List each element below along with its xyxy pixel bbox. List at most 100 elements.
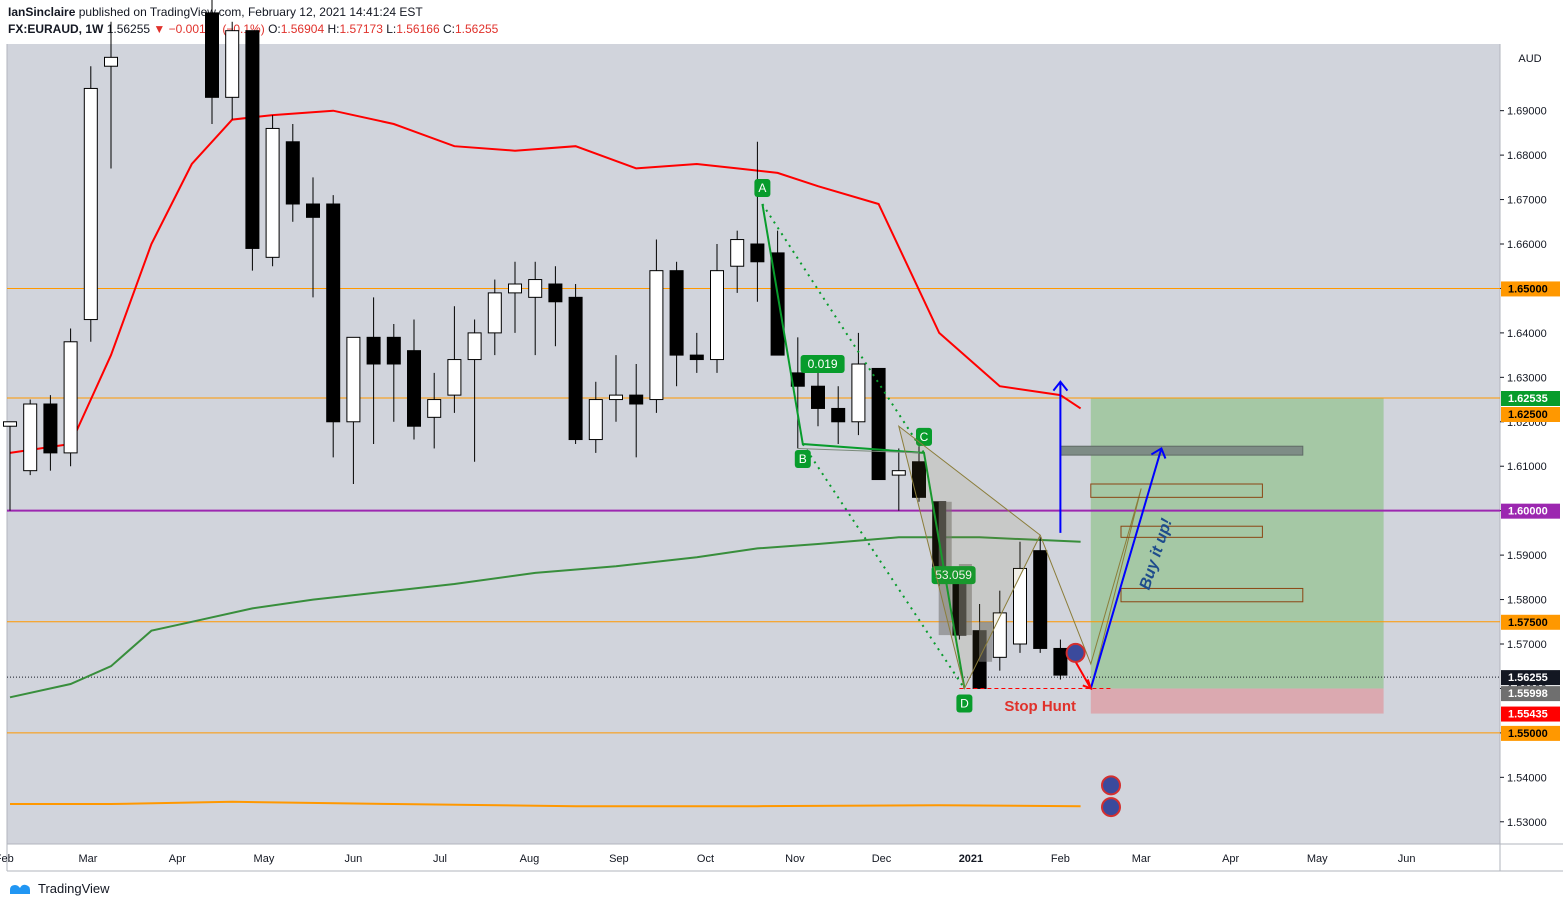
time-axis[interactable] (7, 844, 1500, 871)
publish-info: IanSinclaire published on TradingView.co… (8, 5, 423, 19)
arrow-up-icon (1052, 380, 1069, 392)
candle[interactable] (811, 385, 825, 409)
high-label: H: (327, 22, 340, 36)
red-ma-line[interactable] (9, 109, 1082, 454)
pattern-point-d[interactable] (956, 694, 973, 713)
zone-box[interactable] (1090, 483, 1263, 498)
candle[interactable] (346, 336, 361, 423)
buy-arrow[interactable] (1089, 448, 1163, 689)
stop-zone[interactable] (1090, 688, 1384, 714)
y-tick-label: 1.68000 (1507, 150, 1547, 162)
y-tick-label: 1.58000 (1507, 595, 1547, 607)
candle[interactable] (508, 283, 522, 294)
candle[interactable] (3, 421, 17, 427)
candle[interactable] (689, 354, 704, 361)
candle[interactable] (891, 470, 906, 476)
y-tick-label: 1.66000 (1507, 239, 1547, 251)
author-name[interactable]: IanSinclaire (8, 5, 76, 19)
price-tag[interactable] (1501, 686, 1560, 702)
candle[interactable] (528, 279, 543, 298)
green-ma-line[interactable] (9, 536, 1081, 699)
candle[interactable] (63, 341, 78, 454)
tradingview-logo-icon[interactable] (8, 882, 34, 896)
candle[interactable] (629, 394, 644, 405)
harmonic-triangle[interactable] (897, 424, 1041, 690)
candle[interactable] (407, 350, 421, 427)
x-tick-label: Nov (785, 853, 805, 865)
price-tag[interactable] (1501, 725, 1560, 741)
price-tag[interactable] (1501, 391, 1560, 406)
y-tick-label: 1.64000 (1507, 328, 1547, 340)
candle[interactable] (447, 359, 462, 396)
x-tick-label: Feb (0, 853, 14, 865)
price-tag[interactable] (1501, 706, 1560, 722)
price-tag[interactable] (1501, 281, 1560, 297)
candle[interactable] (1053, 647, 1068, 676)
candle[interactable] (285, 141, 300, 205)
pattern-point-a[interactable] (754, 179, 771, 197)
candle[interactable] (43, 403, 58, 454)
candle[interactable] (83, 87, 98, 321)
candle[interactable] (366, 336, 381, 365)
pattern-point-c[interactable] (916, 427, 932, 446)
candle[interactable] (205, 12, 219, 98)
candle[interactable] (669, 270, 684, 356)
x-tick-label: Aug (520, 853, 540, 865)
candle[interactable] (326, 203, 341, 423)
price-tag[interactable] (1501, 503, 1560, 519)
x-tick-label: Dec (872, 853, 892, 865)
price-axis[interactable] (1500, 44, 1563, 844)
flag-icon[interactable] (1065, 642, 1086, 663)
candle[interactable] (851, 363, 866, 423)
candle[interactable] (245, 30, 260, 249)
y-tick-label: 1.53000 (1507, 817, 1547, 829)
open-label: O: (268, 22, 281, 36)
candle[interactable] (1033, 550, 1048, 649)
candle[interactable] (710, 270, 724, 361)
price-tag-label: 1.57500 (1508, 617, 1548, 629)
candle[interactable] (750, 243, 765, 263)
candle[interactable] (23, 403, 38, 472)
arrow-head-icon (1150, 446, 1167, 459)
candle[interactable] (427, 399, 442, 418)
price-tag[interactable] (1501, 614, 1560, 630)
candle[interactable] (609, 394, 623, 401)
candle[interactable] (104, 56, 118, 67)
bc-line (797, 447, 920, 454)
pattern-point-b[interactable] (794, 450, 811, 468)
candle[interactable] (831, 407, 846, 423)
candle[interactable] (225, 30, 240, 98)
footer-brand[interactable]: TradingView (38, 881, 110, 896)
y-tick-label: 1.59000 (1507, 550, 1547, 562)
price-tag[interactable] (1501, 407, 1560, 422)
candle[interactable] (548, 283, 563, 303)
pattern-label-d: D (960, 696, 969, 710)
event-icon[interactable] (1101, 797, 1121, 818)
event-icon[interactable] (1101, 775, 1121, 796)
x-tick-label: May (254, 853, 275, 865)
currency-label: AUD (1518, 53, 1541, 65)
low-label: L: (386, 22, 397, 36)
zone-box[interactable] (1120, 525, 1263, 538)
published-text: published on TradingView.com, February 1… (78, 5, 423, 19)
candle[interactable] (306, 203, 320, 218)
candle[interactable] (871, 367, 886, 481)
target-zone[interactable] (1090, 398, 1384, 689)
y-tick-label: 1.57000 (1507, 639, 1547, 651)
projection-line[interactable] (1039, 488, 1142, 689)
price-tag[interactable] (1501, 670, 1560, 686)
price-tag-label: 1.65000 (1508, 283, 1548, 295)
candle[interactable] (386, 336, 401, 365)
zone-box[interactable] (1120, 587, 1304, 603)
candle[interactable] (568, 296, 583, 441)
candle[interactable] (588, 399, 603, 441)
zone-box[interactable] (1059, 445, 1304, 456)
candle[interactable] (265, 127, 280, 258)
orange-ma-line[interactable] (10, 800, 1081, 808)
candle[interactable] (467, 332, 482, 361)
candle[interactable] (730, 239, 745, 267)
candle[interactable] (649, 270, 664, 401)
candle[interactable] (1013, 567, 1027, 645)
candle[interactable] (487, 292, 502, 334)
